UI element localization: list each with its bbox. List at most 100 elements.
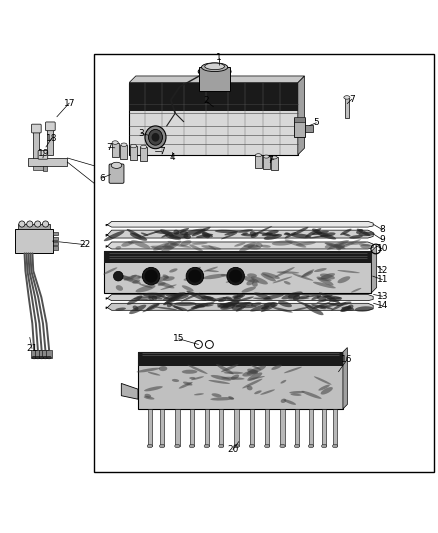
Ellipse shape bbox=[234, 445, 239, 448]
Ellipse shape bbox=[192, 227, 211, 236]
Bar bbox=[47, 126, 53, 155]
Ellipse shape bbox=[351, 288, 361, 293]
Ellipse shape bbox=[219, 445, 224, 448]
Ellipse shape bbox=[357, 229, 370, 236]
Ellipse shape bbox=[285, 239, 306, 248]
Ellipse shape bbox=[335, 245, 344, 248]
Ellipse shape bbox=[19, 221, 25, 227]
Ellipse shape bbox=[118, 275, 134, 281]
Ellipse shape bbox=[336, 302, 352, 306]
Text: 9: 9 bbox=[379, 235, 385, 244]
Ellipse shape bbox=[170, 243, 191, 248]
Ellipse shape bbox=[116, 285, 123, 291]
Ellipse shape bbox=[163, 295, 180, 305]
Bar bbox=[129, 83, 298, 111]
Ellipse shape bbox=[254, 390, 261, 394]
Ellipse shape bbox=[169, 295, 189, 301]
Ellipse shape bbox=[201, 296, 214, 300]
Ellipse shape bbox=[233, 294, 245, 300]
Ellipse shape bbox=[212, 393, 222, 397]
Text: 5: 5 bbox=[313, 118, 319, 127]
Ellipse shape bbox=[250, 303, 272, 312]
Ellipse shape bbox=[319, 292, 340, 303]
Bar bbox=[31, 350, 37, 358]
Ellipse shape bbox=[159, 366, 167, 371]
Ellipse shape bbox=[187, 365, 208, 374]
Ellipse shape bbox=[284, 367, 302, 373]
Ellipse shape bbox=[261, 305, 269, 310]
Ellipse shape bbox=[154, 231, 175, 235]
Ellipse shape bbox=[174, 228, 189, 235]
Ellipse shape bbox=[288, 297, 310, 300]
Ellipse shape bbox=[350, 235, 363, 239]
Ellipse shape bbox=[131, 240, 150, 249]
Ellipse shape bbox=[184, 234, 191, 239]
Ellipse shape bbox=[292, 227, 308, 236]
Ellipse shape bbox=[320, 232, 336, 237]
Ellipse shape bbox=[186, 268, 204, 285]
Ellipse shape bbox=[164, 243, 176, 247]
Text: 16: 16 bbox=[341, 356, 353, 364]
Ellipse shape bbox=[198, 66, 231, 77]
Ellipse shape bbox=[187, 306, 200, 311]
Ellipse shape bbox=[191, 242, 208, 245]
Ellipse shape bbox=[261, 233, 273, 236]
Ellipse shape bbox=[250, 231, 256, 236]
Ellipse shape bbox=[311, 304, 326, 309]
Ellipse shape bbox=[231, 298, 241, 302]
Ellipse shape bbox=[137, 368, 160, 373]
Ellipse shape bbox=[284, 281, 291, 285]
Ellipse shape bbox=[275, 267, 295, 277]
Ellipse shape bbox=[251, 365, 261, 370]
Bar bbox=[333, 409, 337, 446]
Text: 7: 7 bbox=[349, 95, 355, 104]
Ellipse shape bbox=[311, 231, 329, 235]
Ellipse shape bbox=[179, 382, 193, 389]
Ellipse shape bbox=[148, 130, 162, 145]
Bar bbox=[295, 409, 299, 446]
Polygon shape bbox=[106, 295, 373, 301]
Bar bbox=[322, 409, 326, 446]
Ellipse shape bbox=[255, 243, 263, 247]
Ellipse shape bbox=[39, 356, 44, 359]
Ellipse shape bbox=[132, 279, 140, 284]
Ellipse shape bbox=[160, 285, 177, 290]
Ellipse shape bbox=[104, 231, 124, 241]
Bar bbox=[104, 251, 371, 293]
Ellipse shape bbox=[182, 285, 194, 292]
Ellipse shape bbox=[282, 292, 303, 300]
Ellipse shape bbox=[35, 356, 40, 359]
Ellipse shape bbox=[162, 246, 174, 248]
Ellipse shape bbox=[237, 229, 253, 233]
Ellipse shape bbox=[218, 298, 226, 302]
Ellipse shape bbox=[203, 274, 226, 279]
Ellipse shape bbox=[47, 356, 51, 359]
Ellipse shape bbox=[160, 240, 181, 253]
Ellipse shape bbox=[317, 297, 335, 303]
Text: 10: 10 bbox=[377, 245, 388, 254]
Ellipse shape bbox=[239, 242, 256, 252]
Bar bbox=[271, 157, 278, 170]
Polygon shape bbox=[106, 242, 373, 249]
Ellipse shape bbox=[285, 232, 296, 238]
Ellipse shape bbox=[137, 276, 159, 279]
Ellipse shape bbox=[111, 162, 122, 168]
Text: 6: 6 bbox=[99, 174, 105, 182]
Text: 2: 2 bbox=[203, 96, 208, 106]
Ellipse shape bbox=[136, 296, 152, 298]
Bar bbox=[18, 224, 50, 229]
Ellipse shape bbox=[234, 243, 246, 247]
Ellipse shape bbox=[32, 356, 36, 359]
Ellipse shape bbox=[169, 269, 177, 272]
Ellipse shape bbox=[292, 273, 313, 281]
Ellipse shape bbox=[142, 268, 160, 285]
Ellipse shape bbox=[320, 273, 335, 279]
Ellipse shape bbox=[302, 271, 313, 277]
Ellipse shape bbox=[322, 295, 332, 297]
Ellipse shape bbox=[264, 302, 276, 308]
Ellipse shape bbox=[184, 229, 205, 235]
Bar bbox=[265, 409, 269, 446]
Text: 12: 12 bbox=[377, 265, 388, 274]
Ellipse shape bbox=[262, 272, 280, 279]
Ellipse shape bbox=[148, 372, 160, 376]
